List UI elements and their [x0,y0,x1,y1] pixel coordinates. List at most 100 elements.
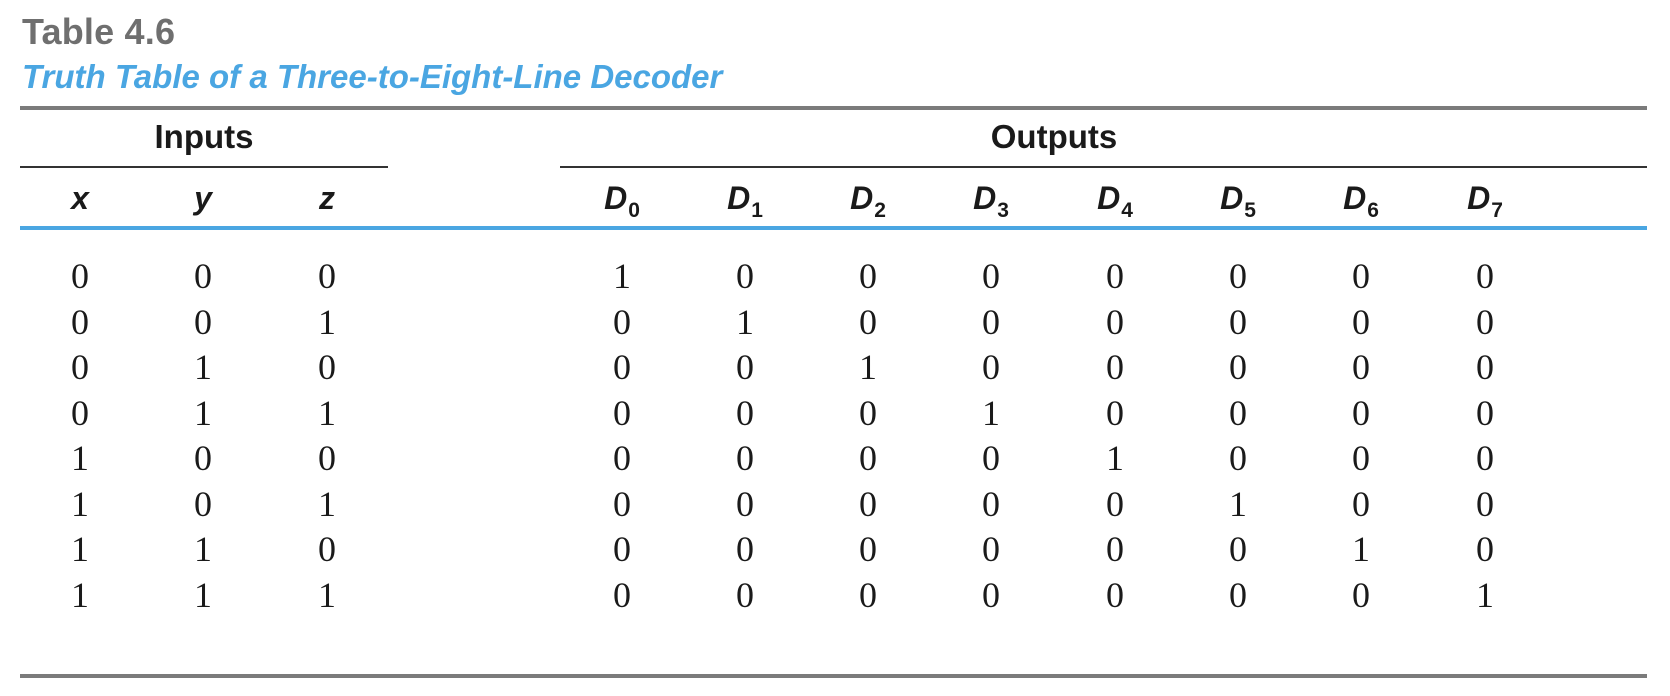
column-header-subscript: 3 [997,199,1009,222]
column-header-d5: D5 [1220,182,1256,221]
table-cell: 0 [318,438,336,478]
table-cell: 1 [613,256,631,296]
header-rule [20,226,1647,230]
table-cell: 0 [613,301,631,342]
table-cell: 1 [194,392,212,433]
table-cell: 0 [859,574,877,615]
table-cell: 0 [1229,574,1247,615]
table-cell: 0 [194,301,212,342]
table-cell: 0 [982,574,1000,615]
table-cell: 1 [194,574,212,615]
table-cell: 0 [982,347,1000,387]
inputs-group-rule [20,166,388,168]
column-header-symbol: z [319,180,335,216]
table-caption: Truth Table of a Three-to-Eight-Line Dec… [22,58,723,95]
column-header-x: x [71,182,89,214]
column-header-symbol: D [1097,180,1121,216]
table-cell: 0 [1352,574,1370,615]
table-cell: 1 [318,301,336,342]
column-header-subscript: 1 [751,199,763,222]
table-cell: 0 [859,301,877,342]
table-cell: 1 [318,392,336,433]
table-cell: 0 [71,392,89,433]
table-cell: 1 [194,347,212,387]
table-cell: 0 [736,438,754,478]
table-cell: 0 [736,392,754,433]
column-header-d7: D7 [1467,180,1503,221]
table-cell: 0 [859,483,877,524]
table-cell: 0 [1476,438,1494,478]
table-cell: 0 [1106,256,1124,296]
table-cell: 1 [736,301,754,342]
table-cell: 1 [71,438,89,478]
column-header-symbol: D [850,180,874,216]
table-cell: 0 [71,347,89,387]
table-cell: 0 [736,574,754,615]
table-cell: 1 [1476,574,1494,615]
table-cell: 0 [736,529,754,569]
column-header-symbol: y [194,180,212,216]
table-cell: 0 [859,392,877,433]
table-cell: 0 [982,529,1000,569]
table-cell: 0 [194,483,212,524]
table-cell: 0 [982,256,1000,296]
table-cell: 1 [1229,483,1247,524]
table-cell: 0 [1106,574,1124,615]
column-header-d6: D6 [1343,180,1379,221]
table-cell: 0 [859,438,877,478]
table-cell: 1 [982,392,1000,433]
column-header-subscript: 4 [1121,199,1133,222]
table-cell: 0 [194,438,212,478]
table-cell: 1 [318,574,336,615]
table-cell: 1 [71,574,89,615]
table-cell: 0 [1229,438,1247,478]
table-cell: 0 [613,347,631,387]
column-header-symbol: D [727,180,751,216]
table-cell: 0 [1476,256,1494,296]
top-rule [20,106,1647,110]
column-header-symbol: D [604,180,628,216]
column-header-d1: D1 [727,180,763,221]
table-cell: 0 [1229,392,1247,433]
table-cell: 0 [613,574,631,615]
column-header-subscript: 6 [1367,199,1379,222]
table-cell: 0 [194,256,212,296]
column-header-d3: D3 [973,180,1009,221]
table-cell: 0 [1476,483,1494,524]
table-cell: 1 [71,529,89,569]
table-cell: 1 [859,347,877,387]
table-cell: 0 [1106,392,1124,433]
table-cell: 0 [1352,438,1370,478]
table-cell: 0 [1106,483,1124,524]
table-cell: 0 [1476,347,1494,387]
column-header-subscript: 5 [1244,199,1256,222]
table-cell: 0 [982,301,1000,342]
table-cell: 0 [982,438,1000,478]
column-header-symbol: D [1343,180,1367,216]
column-header-subscript: 7 [1491,199,1503,222]
table-cell: 0 [859,256,877,296]
table-cell: 0 [982,483,1000,524]
table-cell: 0 [1476,392,1494,433]
table-cell: 1 [194,529,212,569]
bottom-rule [20,674,1647,678]
table-cell: 0 [318,529,336,569]
table-number: Table 4.6 [22,11,176,52]
table-cell: 0 [1229,529,1247,569]
table-cell: 0 [1476,529,1494,569]
table-cell: 0 [1229,347,1247,387]
column-header-y: y [194,182,212,214]
column-header-symbol: D [973,180,997,216]
table-cell: 1 [1106,438,1124,478]
column-header-symbol: x [71,180,89,216]
table-cell: 1 [71,483,89,524]
table-cell: 0 [318,256,336,296]
table-cell: 0 [1352,301,1370,342]
table-cell: 0 [1476,301,1494,342]
column-header-symbol: D [1467,180,1491,216]
column-header-subscript: 2 [874,199,886,222]
column-header-subscript: 0 [628,199,640,222]
table-cell: 0 [736,256,754,296]
table-cell: 0 [1352,347,1370,387]
